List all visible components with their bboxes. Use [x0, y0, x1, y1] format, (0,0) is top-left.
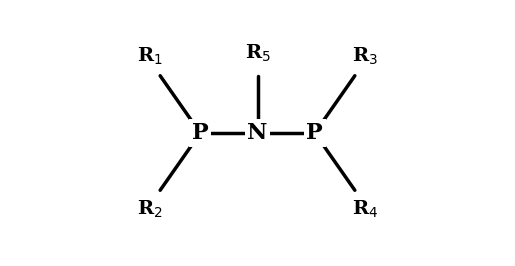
Text: R$_1$: R$_1$ — [138, 46, 163, 67]
Text: R$_4$: R$_4$ — [352, 199, 378, 220]
Text: N: N — [247, 122, 268, 144]
Text: P: P — [306, 122, 323, 144]
Text: P: P — [192, 122, 209, 144]
Text: R$_3$: R$_3$ — [352, 46, 378, 67]
Text: R$_2$: R$_2$ — [138, 199, 163, 220]
Text: R$_5$: R$_5$ — [245, 43, 270, 64]
